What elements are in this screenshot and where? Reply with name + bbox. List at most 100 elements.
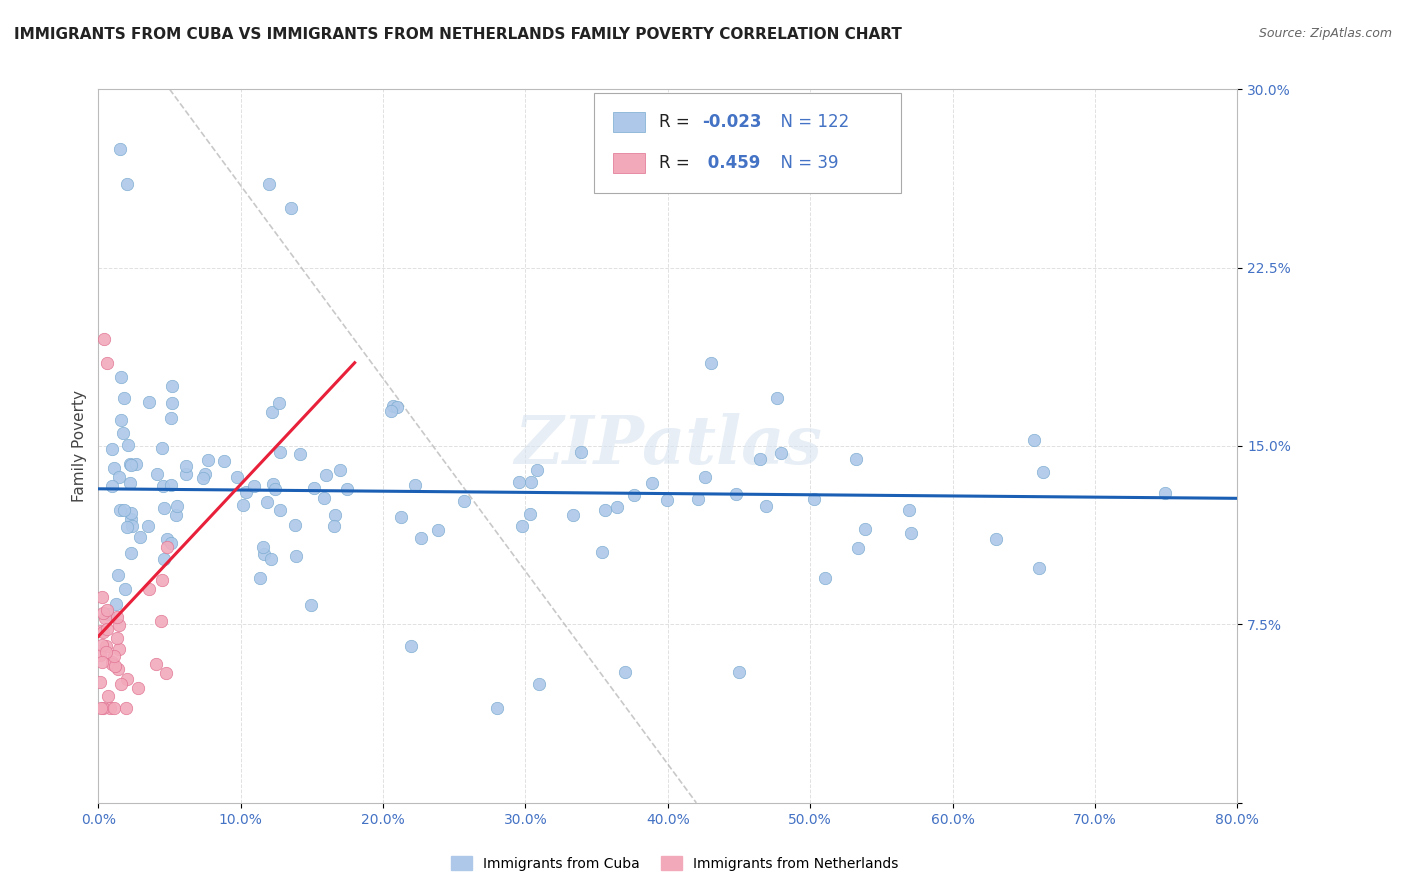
Point <box>138 394 160 409</box>
Point <box>986 532 1008 546</box>
Point <box>165 508 187 522</box>
Point <box>389 509 412 524</box>
Point <box>108 470 131 484</box>
Point <box>700 356 723 370</box>
Point <box>243 478 266 492</box>
Point <box>382 399 405 413</box>
Point <box>146 467 169 482</box>
Point <box>152 479 174 493</box>
Point <box>453 494 475 508</box>
Point <box>897 503 920 517</box>
Point <box>114 391 136 405</box>
Point <box>91 655 114 669</box>
Point <box>322 519 344 533</box>
Point <box>606 500 628 514</box>
Point <box>103 649 125 664</box>
Point <box>269 503 291 517</box>
Point <box>160 396 183 410</box>
Point <box>486 700 509 714</box>
Point <box>591 545 613 559</box>
Point <box>115 673 138 687</box>
Point <box>89 674 111 689</box>
Text: N = 39: N = 39 <box>770 154 839 172</box>
Point <box>569 444 592 458</box>
Point <box>846 541 869 555</box>
Point <box>262 476 284 491</box>
Point <box>110 412 132 426</box>
Point <box>97 689 120 703</box>
Point <box>409 531 432 545</box>
Point <box>90 590 112 604</box>
Point <box>197 453 219 467</box>
Point <box>91 700 114 714</box>
Point <box>96 356 118 370</box>
Point <box>101 657 124 671</box>
Point <box>115 178 138 192</box>
Point <box>655 493 678 508</box>
Point <box>96 622 118 636</box>
Point <box>166 499 188 513</box>
FancyBboxPatch shape <box>613 112 645 132</box>
Point <box>107 568 129 582</box>
Point <box>508 475 530 489</box>
Point <box>226 469 249 483</box>
Point <box>93 332 115 346</box>
Point <box>94 639 117 653</box>
Text: R =: R = <box>659 154 695 172</box>
Point <box>1022 434 1045 448</box>
Text: ZIPatlas: ZIPatlas <box>515 414 821 478</box>
Point <box>120 458 142 473</box>
Point <box>427 523 450 537</box>
Point <box>284 518 307 533</box>
Point <box>253 547 276 561</box>
Point <box>115 700 138 714</box>
Point <box>194 467 217 481</box>
Point <box>263 482 285 496</box>
Point <box>259 178 281 192</box>
Point <box>152 500 174 515</box>
Point <box>94 611 117 625</box>
Point <box>519 507 541 521</box>
Point <box>262 405 284 419</box>
Point <box>117 438 139 452</box>
Point <box>380 403 402 417</box>
Point <box>323 508 346 522</box>
Point <box>512 519 534 533</box>
Point <box>110 370 132 384</box>
Point <box>108 503 131 517</box>
Point <box>191 471 214 485</box>
Point <box>103 461 125 475</box>
Point <box>101 442 124 456</box>
Point <box>155 666 177 681</box>
Point <box>641 476 664 491</box>
Point <box>121 519 143 533</box>
Point <box>725 487 748 501</box>
Point <box>118 457 141 471</box>
Point <box>145 657 167 671</box>
Point <box>728 665 751 679</box>
Point <box>97 607 120 621</box>
Point <box>160 411 183 425</box>
Y-axis label: Family Poverty: Family Poverty <box>72 390 87 502</box>
Point <box>104 597 127 611</box>
Point <box>1032 465 1054 479</box>
Text: -0.023: -0.023 <box>702 113 762 131</box>
Point <box>174 459 197 474</box>
Point <box>845 452 868 467</box>
Point <box>329 462 352 476</box>
Point <box>285 549 308 563</box>
FancyBboxPatch shape <box>593 93 901 193</box>
Point <box>107 662 129 676</box>
FancyBboxPatch shape <box>613 153 645 173</box>
Point <box>94 645 117 659</box>
Point <box>232 498 254 512</box>
Point <box>770 445 793 459</box>
Point <box>853 522 876 536</box>
Point <box>252 540 274 554</box>
Point <box>105 610 128 624</box>
Point <box>593 502 616 516</box>
Point <box>315 468 337 483</box>
Point <box>108 642 131 657</box>
Point <box>159 478 181 492</box>
Point <box>108 618 131 632</box>
